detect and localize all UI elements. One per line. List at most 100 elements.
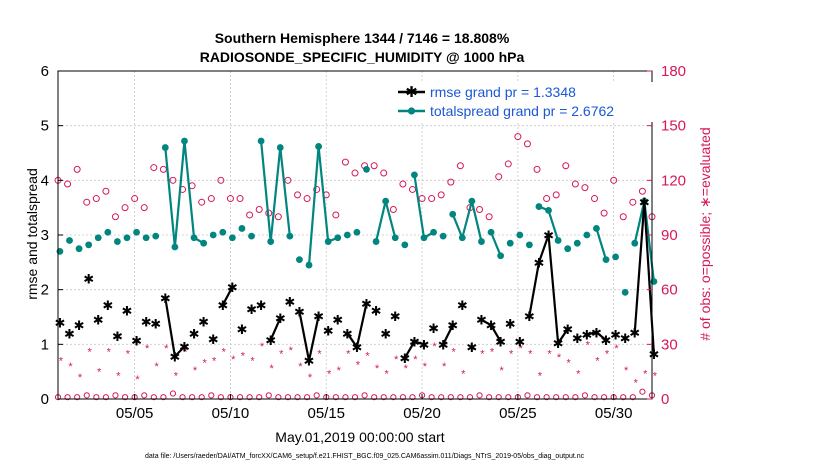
totalspread-point bbox=[66, 237, 73, 244]
legend-rmse-label: rmse grand pr = 1.3348 bbox=[430, 84, 576, 100]
totalspread-point bbox=[133, 228, 140, 236]
obs-evaluated-point: * bbox=[116, 370, 121, 382]
obs-near-zero-point bbox=[179, 394, 186, 401]
obs-evaluated-point: * bbox=[547, 348, 552, 360]
obs-near-zero-point bbox=[169, 390, 177, 397]
rmse-point: ✱ bbox=[275, 311, 286, 326]
totalspread-line-segment bbox=[269, 147, 282, 242]
x-tick-label: 05/25 bbox=[499, 405, 537, 422]
totalspread-point bbox=[161, 144, 169, 151]
obs-evaluated-point: * bbox=[107, 347, 112, 359]
obs-evaluated-point: * bbox=[59, 356, 64, 368]
rmse-line-segment bbox=[537, 234, 550, 263]
obs-evaluated-point: * bbox=[538, 370, 543, 382]
rmse-point: ✱ bbox=[486, 318, 497, 333]
obs-possible-point bbox=[399, 180, 407, 188]
totalspread-point bbox=[478, 238, 485, 245]
obs-possible-point bbox=[456, 162, 464, 170]
obs-evaluated-point: * bbox=[595, 356, 600, 368]
totalspread-point bbox=[324, 238, 332, 245]
obs-near-zero-point bbox=[112, 392, 119, 399]
obs-possible-point bbox=[485, 213, 493, 221]
obs-evaluated-point: * bbox=[480, 348, 485, 360]
x-tick-label: 05/20 bbox=[403, 405, 441, 422]
obs-evaluated-point: * bbox=[68, 361, 73, 373]
rmse-point: ✱ bbox=[428, 321, 439, 336]
obs-near-zero-point bbox=[428, 394, 435, 401]
obs-near-zero-point bbox=[380, 394, 387, 401]
obs-near-zero-point bbox=[409, 394, 416, 401]
totalspread-point bbox=[219, 228, 227, 236]
totalspread-point bbox=[545, 207, 552, 214]
obs-possible-point bbox=[217, 176, 225, 184]
totalspread-line-segment bbox=[260, 140, 272, 242]
rmse-point: ✱ bbox=[179, 340, 190, 355]
obs-possible-point bbox=[92, 195, 100, 203]
obs-evaluated-point: * bbox=[423, 361, 428, 373]
obs-possible-point bbox=[332, 211, 340, 219]
rmse-point: ✱ bbox=[236, 322, 247, 337]
obs-near-zero-point bbox=[639, 388, 646, 395]
rmse-point: ✱ bbox=[543, 228, 554, 243]
rmse-point: ✱ bbox=[620, 331, 631, 346]
totalspread-line-segment bbox=[307, 146, 320, 266]
rmse-point: ✱ bbox=[265, 333, 276, 348]
totalspread-point bbox=[114, 238, 121, 245]
obs-possible-point bbox=[571, 180, 579, 188]
obs-possible-point bbox=[514, 133, 522, 141]
rmse-line-segment bbox=[490, 324, 502, 343]
obs-near-zero-point bbox=[141, 392, 148, 399]
obs-evaluated-point: * bbox=[394, 354, 399, 366]
obs-near-zero-point bbox=[198, 394, 205, 401]
legend-rmse-marker: ✱ bbox=[405, 84, 418, 101]
obs-near-zero-point bbox=[189, 394, 196, 401]
rmse-point: ✱ bbox=[112, 329, 123, 344]
obs-near-zero-point bbox=[294, 394, 301, 401]
rmse-point: ✱ bbox=[533, 255, 544, 270]
x-tick-label: 05/10 bbox=[212, 405, 250, 422]
y-tick-label-left: 3 bbox=[41, 227, 49, 244]
obs-near-zero-point bbox=[390, 394, 397, 401]
obs-possible-point bbox=[64, 180, 72, 188]
obs-evaluated-point: * bbox=[222, 347, 227, 359]
obs-evaluated-point: * bbox=[653, 370, 658, 382]
obs-near-zero-point bbox=[438, 394, 445, 401]
obs-evaluated-point: * bbox=[78, 372, 83, 384]
y-tick-label-right: 90 bbox=[661, 227, 678, 244]
obs-near-zero-point bbox=[476, 392, 483, 399]
rmse-point: ✱ bbox=[54, 315, 65, 330]
rmse-point: ✱ bbox=[246, 302, 257, 317]
obs-possible-point bbox=[73, 165, 81, 173]
rmse-point: ✱ bbox=[495, 335, 506, 350]
obs-near-zero-point bbox=[581, 392, 589, 399]
x-axis-label: May.01,2019 00:00:00 start bbox=[275, 429, 445, 445]
obs-possible-point bbox=[150, 164, 158, 172]
obs-evaluated-point: * bbox=[605, 348, 610, 360]
rmse-line-segment bbox=[307, 315, 320, 361]
obs-near-zero-point bbox=[217, 394, 224, 401]
totalspread-point bbox=[190, 234, 198, 242]
obs-evaluated-point: * bbox=[452, 347, 457, 359]
obs-possible-point bbox=[476, 205, 484, 213]
obs-near-zero-point bbox=[457, 394, 464, 401]
obs-possible-point bbox=[303, 195, 311, 203]
rmse-point: ✱ bbox=[122, 303, 133, 318]
rmse-point: ✱ bbox=[332, 313, 343, 328]
rmse-line-segment bbox=[174, 345, 186, 358]
obs-evaluated-point: * bbox=[298, 361, 303, 373]
obs-evaluated-point: * bbox=[202, 358, 207, 370]
obs-evaluated-point: * bbox=[270, 363, 275, 375]
rmse-point: ✱ bbox=[64, 326, 75, 341]
obs-possible-point bbox=[610, 176, 618, 184]
totalspread-point bbox=[276, 144, 284, 151]
rmse-line-segment bbox=[403, 341, 416, 359]
rmse-line-segment bbox=[557, 328, 569, 344]
axis-ticks: 05/05 05/10 05/15 05/20 05/25 05/300123456030… bbox=[41, 63, 686, 422]
rmse-point: ✱ bbox=[102, 298, 113, 313]
rmse-line-segment bbox=[547, 234, 560, 344]
rmse-point: ✱ bbox=[581, 327, 592, 342]
y-tick-label-right: 60 bbox=[661, 282, 678, 299]
obs-evaluated-point: * bbox=[155, 361, 160, 373]
obs-possible-point bbox=[581, 184, 589, 192]
obs-possible-point bbox=[591, 195, 599, 203]
